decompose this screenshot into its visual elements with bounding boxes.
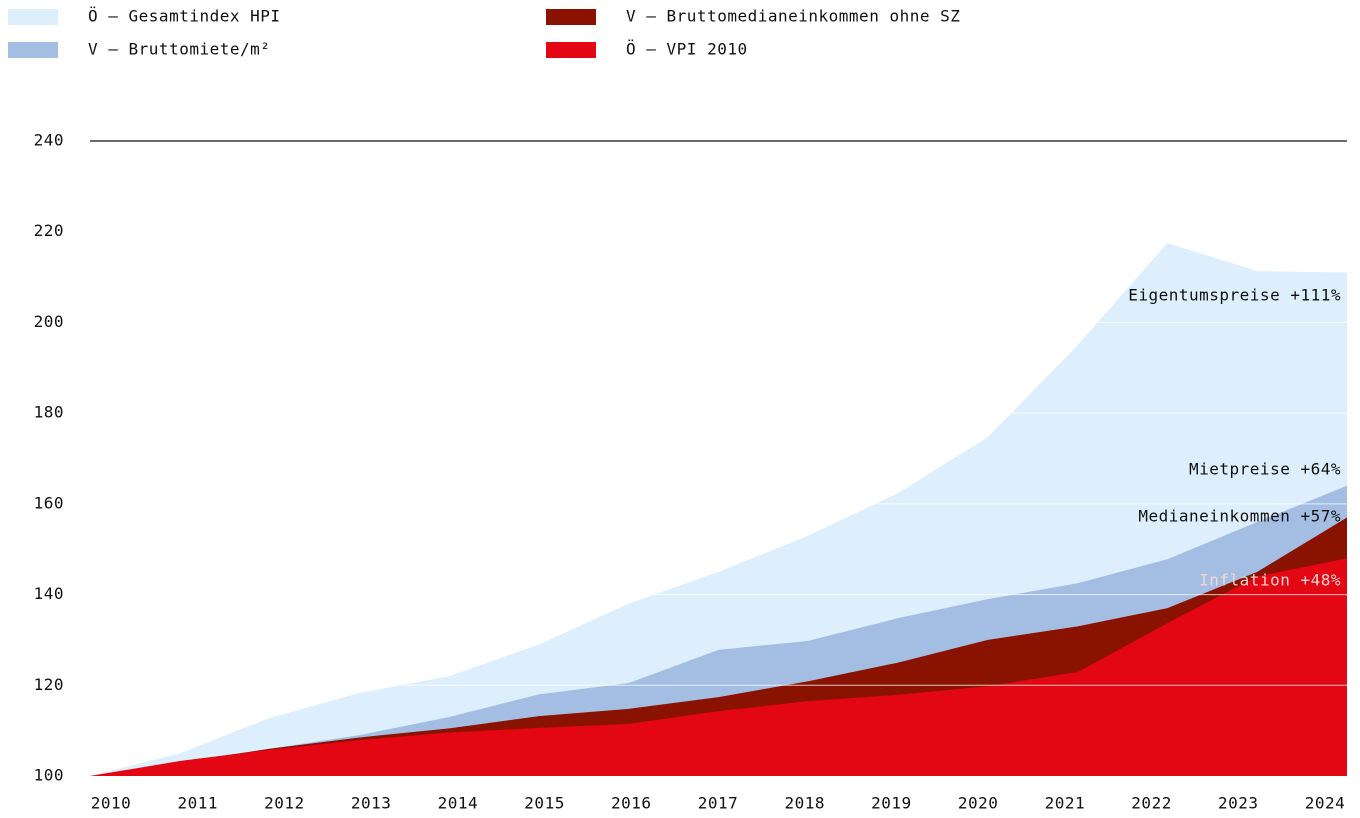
x-tick-label: 2023 xyxy=(1218,794,1259,813)
x-tick-label: 2018 xyxy=(784,794,825,813)
annotation: Mietpreise +64% xyxy=(1189,460,1341,479)
annotation: Inflation +48% xyxy=(1199,571,1341,590)
x-tick-label: 2017 xyxy=(698,794,739,813)
y-tick-label: 240 xyxy=(34,131,64,150)
legend-label: V – Bruttomiete/m² xyxy=(88,40,270,59)
x-tick-label: 2022 xyxy=(1131,794,1172,813)
x-tick-label: 2016 xyxy=(611,794,652,813)
y-tick-label: 160 xyxy=(34,493,64,512)
y-tick-label: 120 xyxy=(34,675,64,694)
x-tick-label: 2019 xyxy=(871,794,912,813)
y-tick-label: 140 xyxy=(34,584,64,603)
y-tick-label: 200 xyxy=(34,312,64,331)
legend-swatch xyxy=(546,42,596,58)
y-tick-label: 180 xyxy=(34,403,64,422)
x-tick-label: 2021 xyxy=(1045,794,1086,813)
x-tick-label: 2013 xyxy=(351,794,392,813)
legend-label: V – Bruttomedianeinkommen ohne SZ xyxy=(626,7,960,26)
x-tick-label: 2020 xyxy=(958,794,999,813)
y-tick-label: 220 xyxy=(34,221,64,240)
x-tick-label: 2015 xyxy=(524,794,565,813)
legend-swatch xyxy=(8,42,58,58)
annotation: Medianeinkommen +57% xyxy=(1138,507,1341,526)
x-tick-label: 2010 xyxy=(91,794,132,813)
x-tick-label: 2024 xyxy=(1305,794,1346,813)
y-tick-label: 100 xyxy=(34,766,64,785)
x-tick-label: 2012 xyxy=(264,794,305,813)
legend-label: Ö – VPI 2010 xyxy=(626,40,748,59)
legend-swatch xyxy=(8,9,58,25)
legend-label: Ö – Gesamtindex HPI xyxy=(88,7,281,26)
legend-swatch xyxy=(546,9,596,25)
x-tick-label: 2014 xyxy=(438,794,479,813)
x-tick-label: 2011 xyxy=(177,794,218,813)
area xyxy=(90,558,1347,776)
annotation: Eigentumspreise +111% xyxy=(1128,286,1341,305)
